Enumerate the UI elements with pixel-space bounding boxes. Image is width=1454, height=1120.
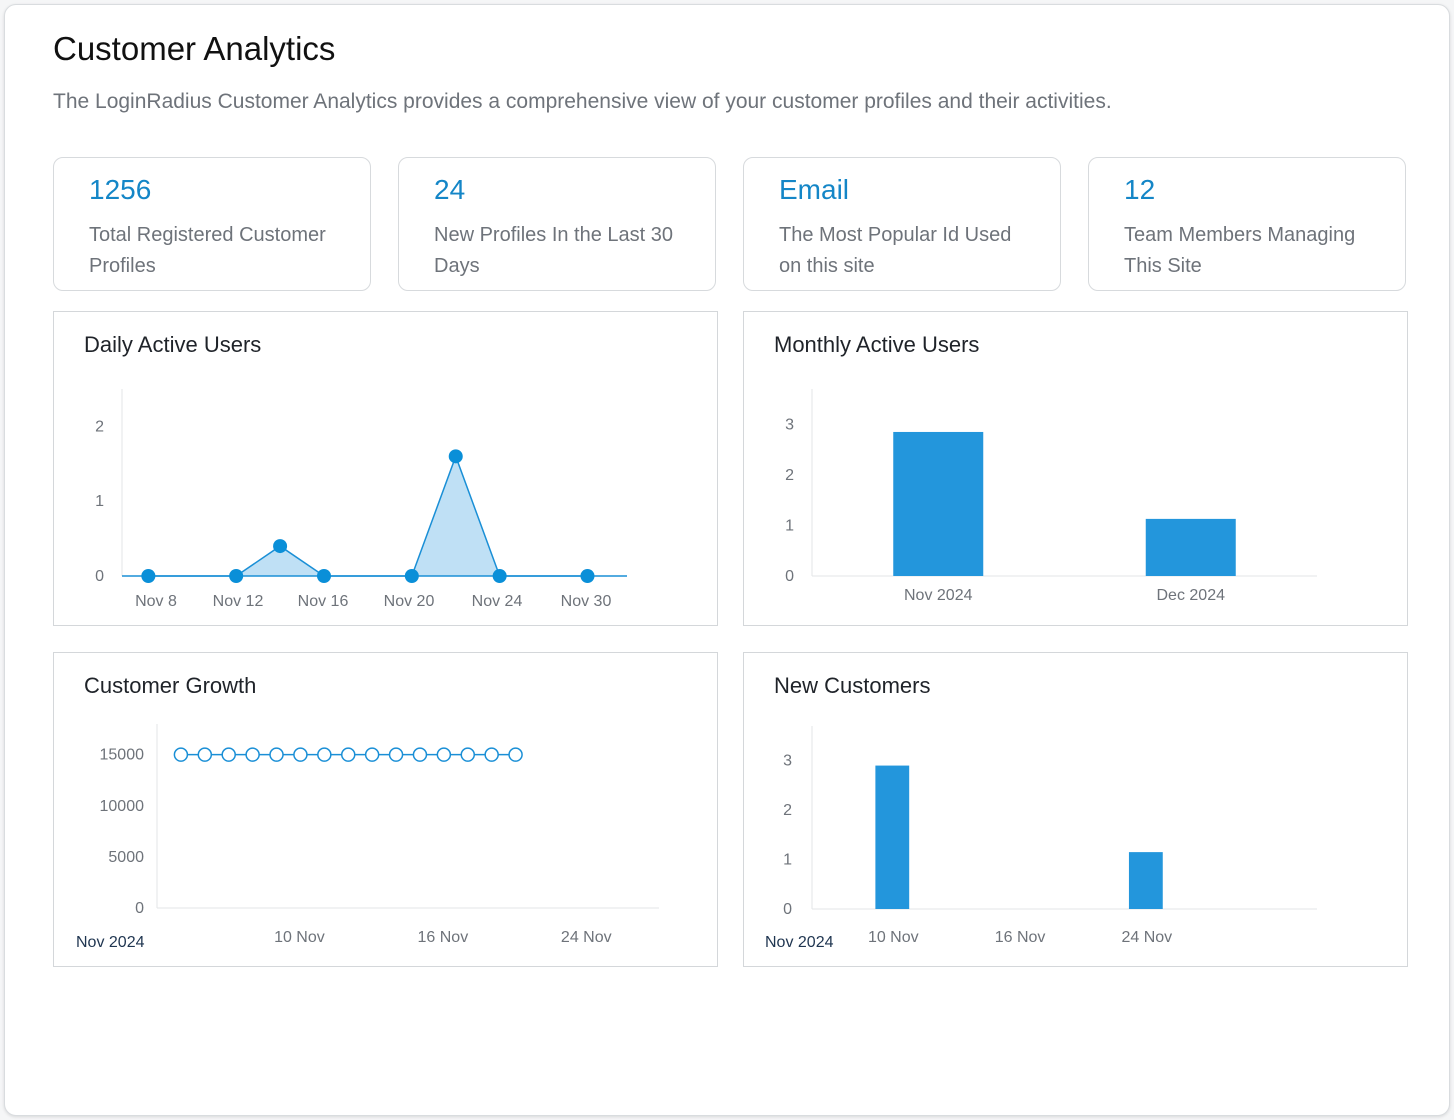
data-point bbox=[436, 747, 452, 762]
data-point bbox=[269, 747, 284, 762]
data-point bbox=[317, 569, 331, 583]
y-tick-label: 3 bbox=[783, 753, 792, 770]
data-point bbox=[484, 747, 499, 762]
data-point bbox=[404, 569, 419, 583]
customer-growth-chart: 0 5000 10000 15000 10 Nov 16 Nov 24 Nov Nov 202… bbox=[76, 724, 659, 951]
x-tick-label: 16 Nov bbox=[995, 929, 1046, 946]
stat-label: New Profiles In the Last 30 Days bbox=[434, 224, 674, 277]
stat-card-team-members: 12 Team Members Managing This Site bbox=[1088, 157, 1406, 291]
page-title: Customer Analytics bbox=[53, 30, 336, 67]
y-tick-label: 2 bbox=[95, 418, 104, 435]
y-tick-label: 1 bbox=[783, 852, 792, 869]
page-subtitle: The LoginRadius Customer Analytics provi… bbox=[53, 90, 1112, 113]
x-tick-label: Nov 12 bbox=[213, 593, 264, 610]
stat-card-popular-id: Email The Most Popular Id Used on this s… bbox=[743, 157, 1061, 291]
data-point bbox=[293, 747, 308, 762]
chart-title: New Customers bbox=[774, 673, 931, 698]
data-point bbox=[141, 569, 156, 583]
new-customers-chart: 0 1 2 3 10 Nov 16 Nov 24 Nov Nov 2024 bbox=[765, 726, 1317, 951]
stat-value: 1256 bbox=[89, 174, 152, 205]
x-tick-label: Nov 24 bbox=[472, 593, 523, 610]
data-point bbox=[229, 569, 244, 583]
daily-active-users-chart: 0 1 2 Nov 8 Nov 12 Nov 16 Nov 20 Nov 24 Nov 30 bbox=[95, 389, 627, 610]
y-tick-label: 2 bbox=[783, 802, 792, 819]
x-period-label: Nov 2024 bbox=[76, 934, 145, 951]
data-point bbox=[460, 747, 476, 762]
x-tick-label: Nov 16 bbox=[298, 593, 349, 610]
x-tick-label: 16 Nov bbox=[418, 929, 469, 946]
chart-title: Daily Active Users bbox=[84, 332, 262, 357]
panel-new-customers: New Customers 0 1 2 3 10 Nov 16 Nov 24 Nov Nov … bbox=[743, 652, 1408, 967]
y-tick-label: 5000 bbox=[108, 849, 144, 866]
data-point bbox=[173, 747, 189, 762]
x-tick-label: Nov 2024 bbox=[904, 587, 973, 604]
y-tick-label: 15000 bbox=[100, 747, 145, 764]
y-tick-label: 0 bbox=[95, 568, 104, 585]
y-tick-label: 10000 bbox=[100, 798, 145, 815]
data-point bbox=[340, 747, 356, 762]
panel-daily-active-users: Daily Active Users 0 1 2 Nov 8 Nov 12 Nov 16 N… bbox=[53, 311, 718, 626]
bar bbox=[1145, 518, 1236, 576]
data-point bbox=[492, 569, 507, 583]
y-tick-label: 1 bbox=[785, 517, 794, 534]
bar bbox=[893, 431, 984, 576]
y-tick-label: 2 bbox=[785, 467, 794, 484]
y-tick-label: 0 bbox=[783, 901, 792, 918]
stat-label: Team Members Managing This Site bbox=[1124, 224, 1356, 277]
data-point bbox=[580, 569, 595, 583]
x-tick-label: Nov 20 bbox=[384, 593, 435, 610]
chart-title: Monthly Active Users bbox=[774, 332, 980, 357]
panel-monthly-active-users: Monthly Active Users 0 1 2 3 Nov 2024 Dec 202… bbox=[743, 311, 1408, 626]
x-tick-label: Nov 30 bbox=[561, 593, 612, 610]
data-point bbox=[317, 747, 332, 762]
y-tick-label: 0 bbox=[135, 900, 144, 917]
panel-customer-growth: Customer Growth 0 5000 10000 15000 10 Nov 16 … bbox=[53, 652, 718, 967]
monthly-active-users-chart: 0 1 2 3 Nov 2024 Dec 2024 bbox=[785, 389, 1317, 604]
y-tick-label: 1 bbox=[95, 493, 104, 510]
bar bbox=[1128, 852, 1163, 909]
x-tick-label: 24 Nov bbox=[561, 929, 612, 946]
stat-value: 12 bbox=[1124, 174, 1156, 205]
data-point bbox=[245, 747, 260, 762]
data-point bbox=[364, 747, 380, 762]
chart-title: Customer Growth bbox=[84, 673, 257, 698]
x-period-label: Nov 2024 bbox=[765, 934, 834, 951]
series-line bbox=[148, 454, 588, 577]
stat-label: Total Registered Customer Profiles bbox=[89, 224, 326, 277]
stat-label: The Most Popular Id Used on this site bbox=[779, 224, 1012, 277]
x-tick-label: Dec 2024 bbox=[1157, 587, 1226, 604]
stat-card-new-profiles: 24 New Profiles In the Last 30 Days bbox=[398, 157, 716, 291]
x-tick-label: 10 Nov bbox=[274, 929, 325, 946]
stat-card-total-profiles: 1256 Total Registered Customer Profiles bbox=[53, 157, 371, 291]
stat-value: 24 bbox=[434, 174, 466, 205]
data-point bbox=[412, 747, 428, 762]
stat-value: Email bbox=[779, 174, 850, 205]
data-point bbox=[508, 747, 523, 762]
data-point bbox=[448, 449, 463, 464]
x-tick-label: Nov 8 bbox=[135, 593, 177, 610]
area-fill bbox=[148, 456, 588, 576]
data-point bbox=[221, 747, 236, 762]
x-tick-label: 10 Nov bbox=[868, 929, 919, 946]
y-tick-label: 0 bbox=[785, 568, 794, 585]
data-point bbox=[273, 539, 288, 554]
data-point bbox=[197, 747, 213, 762]
y-tick-label: 3 bbox=[785, 416, 794, 433]
data-point bbox=[388, 747, 404, 762]
bar bbox=[875, 765, 910, 909]
x-tick-label: 24 Nov bbox=[1121, 929, 1172, 946]
